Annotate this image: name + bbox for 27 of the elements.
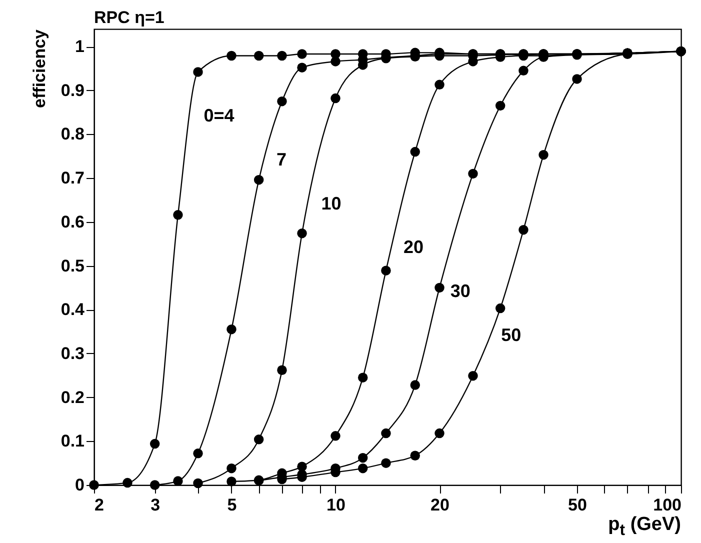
y-tick-label: 0.6: [60, 212, 84, 232]
y-axis-title: efficiency: [30, 28, 49, 108]
series-label: 20: [403, 237, 424, 258]
x-axis-title: p$_{t}$ (GeV): [608, 514, 681, 540]
y-tick-label: 0: [75, 476, 84, 494]
y-tick-label: 0.1: [60, 432, 84, 451]
y-tick-label: 0.3: [60, 344, 84, 363]
series-label: 10: [321, 193, 342, 214]
y-tick-label: 0.8: [60, 124, 84, 144]
y-tick-label: 0.2: [60, 388, 84, 407]
series-label: 0=4: [204, 106, 234, 126]
x-tick-label: 100: [653, 496, 682, 514]
y-tick-label: 1: [75, 37, 84, 56]
y-tick-label: 0.7: [60, 168, 84, 188]
x-tick-label: 20: [430, 496, 450, 514]
x-tick-label: 3: [150, 496, 160, 514]
x-tick-label: 10: [326, 496, 346, 514]
series-label: 30: [450, 281, 470, 302]
y-tick-label: 0.9: [60, 80, 84, 100]
x-tick-label: 2: [94, 496, 104, 514]
x-tick-label: 5: [227, 496, 237, 514]
chart-title: RPC η=1: [94, 8, 164, 27]
series-label: 50: [501, 324, 522, 345]
x-tick-label: 50: [568, 496, 587, 514]
y-tick-label: 0.5: [60, 256, 84, 276]
series-label: 7: [276, 150, 287, 170]
y-tick-label: 0.4: [60, 300, 86, 320]
